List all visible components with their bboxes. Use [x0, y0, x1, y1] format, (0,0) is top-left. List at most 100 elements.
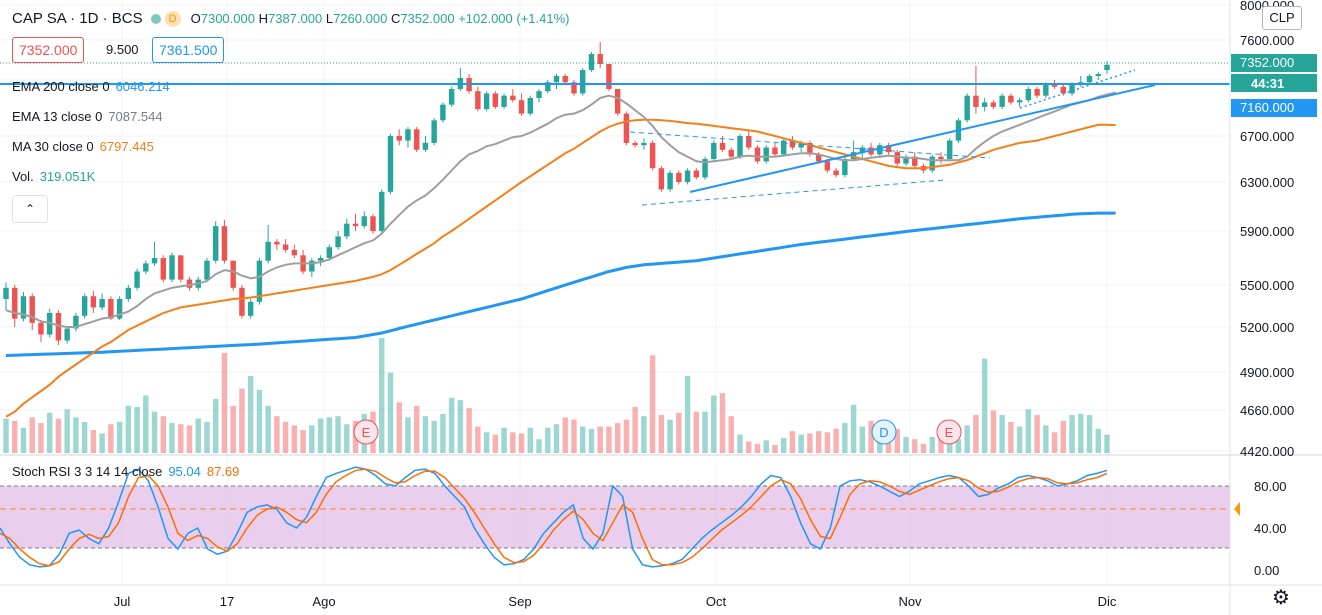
candle-body — [1086, 76, 1093, 83]
dividend-marker[interactable] — [871, 419, 897, 445]
earnings-marker[interactable] — [353, 419, 379, 445]
spread-value: 9.500 — [106, 42, 139, 57]
candle-body — [1008, 95, 1014, 103]
volume-bar — [868, 420, 874, 453]
earnings-marker-letter: E — [945, 425, 954, 440]
chevron-up-icon[interactable]: ⌃ — [12, 195, 48, 223]
trendline-upper-dashed[interactable] — [629, 131, 991, 159]
legend-stoch-rsi[interactable]: Stoch RSI 3 3 14 14 close 95.04 87.69 — [12, 464, 240, 479]
volume-bar — [379, 338, 385, 453]
price-axis[interactable]: 8000.0007600.0007200.0006700.0006300.000… — [1240, 0, 1294, 459]
candle-body — [213, 226, 219, 261]
candle-body — [877, 145, 883, 155]
symbol-title[interactable]: CAP SA · 1D · BCS — [12, 10, 143, 27]
volume-bar — [282, 421, 289, 453]
candle-body — [352, 223, 359, 227]
volume-bar — [938, 434, 944, 453]
volume-bar — [344, 424, 350, 453]
hline-price-tag-text: 7160.000 — [1240, 100, 1294, 115]
volume-bar — [326, 417, 333, 453]
price-tick-label: 5500.000 — [1240, 278, 1294, 293]
candle-body — [833, 170, 839, 176]
candle-body — [842, 159, 848, 176]
ema13-line — [5, 91, 1116, 328]
candle-body — [553, 76, 560, 83]
candle-body — [1104, 64, 1110, 70]
candle-body — [510, 95, 516, 101]
volume-bar — [623, 419, 630, 453]
candle-body — [239, 287, 245, 316]
volume-bar — [510, 432, 516, 453]
trendline-support[interactable] — [689, 84, 1156, 193]
candle-body — [597, 54, 603, 64]
volume-bar — [387, 372, 394, 453]
volume-bar — [737, 434, 743, 453]
volume-bar — [562, 417, 568, 453]
volume-bar — [711, 395, 717, 453]
price-tick-label: 5200.000 — [1240, 320, 1294, 335]
candle-body — [859, 147, 866, 153]
gear-icon[interactable]: ⚙ — [1272, 587, 1290, 609]
volume-bar — [317, 418, 324, 453]
candle-body — [81, 296, 88, 316]
stoch-axis[interactable]: 80.00 40.00 0.00 — [1254, 479, 1287, 578]
candle-body — [903, 156, 909, 164]
candle-body — [309, 260, 315, 272]
candle-body — [99, 299, 105, 308]
volume-bar — [213, 398, 219, 453]
legend-ema13[interactable]: EMA 13 close 0 7087.544 — [12, 109, 163, 124]
candle-body — [379, 191, 385, 231]
currency-button[interactable]: CLP — [1262, 6, 1302, 30]
volume-bar — [859, 426, 866, 453]
trendlines[interactable] — [629, 69, 1156, 206]
volume-bar — [606, 426, 612, 453]
ema200-line — [5, 211, 1116, 357]
legend-stoch-d-value: 87.69 — [206, 464, 240, 479]
volume-bar — [99, 433, 105, 453]
volume-bar — [518, 433, 525, 453]
candles — [3, 42, 1110, 345]
candle-body — [282, 244, 289, 250]
legend-ma30[interactable]: MA 30 close 0 6797.445 — [12, 139, 154, 154]
legend-ema13-value: 7087.544 — [108, 109, 163, 124]
candle-body — [938, 156, 944, 159]
volume-bar — [824, 432, 831, 453]
volume-bar — [151, 411, 158, 453]
candle-body — [55, 313, 62, 341]
volume-bar — [833, 428, 839, 453]
trendline-lower-dashed[interactable] — [641, 179, 946, 206]
volume-bar — [1016, 426, 1023, 453]
buy-price-box[interactable]: 7361.500 — [152, 37, 225, 63]
volume-bar — [912, 439, 918, 453]
volume-bar — [483, 432, 490, 453]
legend-ema200[interactable]: EMA 200 close 0 6046.214 — [12, 79, 170, 94]
legend-stoch-k-value: 95.04 — [168, 464, 201, 479]
earnings-marker[interactable] — [936, 419, 962, 445]
volume-bar — [1069, 415, 1075, 453]
volume-bar — [1034, 415, 1040, 453]
legend-volume[interactable]: Vol. 319.051K — [12, 169, 96, 184]
candle-body — [606, 64, 612, 89]
volume-bar — [1051, 432, 1058, 453]
delay-badge[interactable]: D — [164, 10, 181, 27]
candle-body — [247, 301, 254, 316]
candle-body — [693, 170, 700, 178]
candle-body — [850, 152, 857, 159]
candle-body — [1025, 88, 1032, 101]
countdown-tag-text: 44:31 — [1251, 76, 1284, 91]
volume-bar — [614, 423, 621, 453]
candle-body — [536, 91, 542, 98]
candle-body — [29, 296, 35, 323]
volume-bar — [536, 439, 542, 453]
volume-bar — [684, 375, 691, 453]
sell-price-box[interactable]: 7352.000 — [12, 37, 85, 63]
event-markers[interactable]: E D E — [353, 419, 962, 445]
volume-bar — [73, 417, 79, 453]
volume-bar — [38, 423, 44, 453]
volume-bar — [221, 352, 228, 453]
candle-body — [912, 156, 918, 166]
trendline-projection-dotted[interactable] — [1019, 69, 1136, 109]
time-axis[interactable]: Jul 17 Ago Sep Oct Nov Dic — [114, 594, 1117, 609]
volume-bar — [422, 416, 429, 453]
